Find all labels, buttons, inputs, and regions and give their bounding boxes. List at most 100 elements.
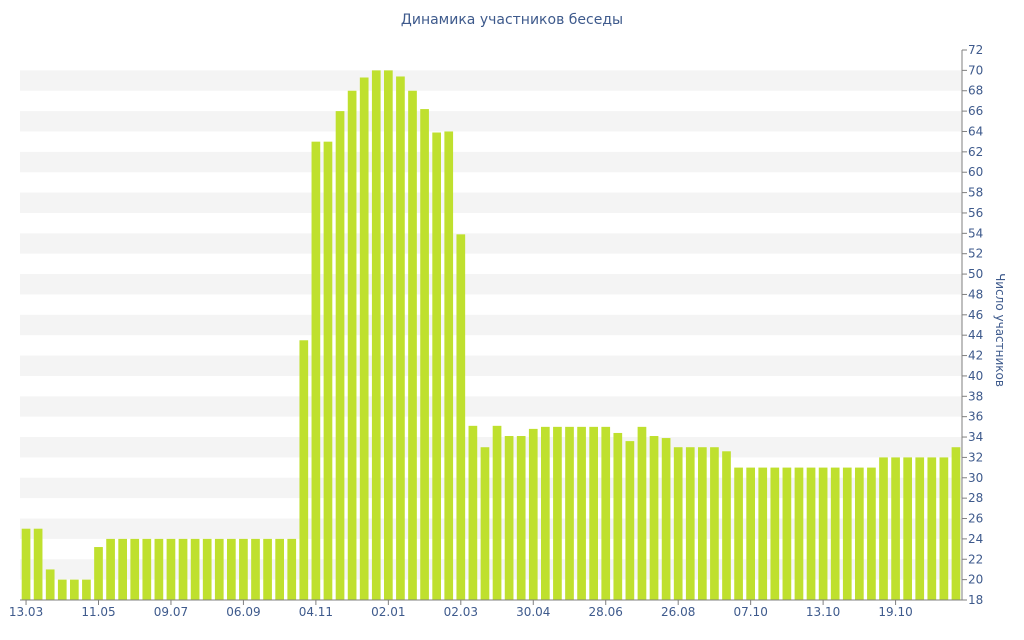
- bar: [879, 457, 888, 600]
- bar: [33, 528, 43, 600]
- bar: [673, 447, 683, 600]
- y-tick-label: 62: [968, 145, 983, 159]
- bar: [951, 447, 961, 600]
- bar: [589, 426, 599, 600]
- grid-band: [20, 151, 962, 173]
- y-tick-label: 36: [968, 410, 983, 424]
- bar: [770, 467, 780, 600]
- bar: [794, 467, 804, 600]
- y-tick-label: 32: [968, 450, 983, 464]
- bar: [565, 426, 574, 600]
- y-tick-label: 70: [968, 63, 983, 77]
- bar: [915, 457, 925, 600]
- y-tick-label: 44: [968, 328, 983, 342]
- x-tick-label: 11.05: [81, 605, 115, 619]
- bar: [540, 426, 550, 600]
- bar: [166, 538, 176, 600]
- x-tick-label: 04.11: [299, 605, 333, 619]
- x-tick-label: 09.07: [154, 605, 188, 619]
- bar: [275, 538, 285, 600]
- bar: [782, 467, 792, 600]
- bar: [263, 538, 272, 600]
- y-axis-ticks: 18 20 22 24 26 28 30 32 34 36 38 40 42 44 46 48 50 52 54 56…: [962, 43, 983, 607]
- y-tick-label: 64: [968, 124, 983, 138]
- y-tick-label: 52: [968, 247, 983, 261]
- bar: [528, 428, 538, 600]
- bar: [613, 432, 623, 600]
- bar: [854, 467, 864, 600]
- y-axis-label: Число участников: [993, 273, 1007, 387]
- bar: [142, 538, 152, 600]
- bar: [226, 538, 236, 600]
- x-tick-label: 13.03: [9, 605, 43, 619]
- bar: [710, 447, 719, 600]
- bars: [21, 70, 961, 601]
- y-tick-label: 22: [968, 552, 983, 566]
- grid-band: [20, 437, 962, 458]
- bar: [685, 447, 695, 600]
- bar: [601, 426, 611, 600]
- bar: [178, 538, 188, 600]
- bar: [722, 451, 731, 600]
- x-tick-label: 02.03: [444, 605, 478, 619]
- chart-title: Динамика участников беседы: [400, 12, 624, 28]
- bar: [311, 141, 321, 600]
- bar: [45, 569, 55, 600]
- bar: [190, 538, 200, 600]
- bar: [830, 467, 840, 600]
- bar: [577, 426, 586, 600]
- bar: [867, 467, 876, 600]
- bar: [154, 538, 164, 600]
- y-tick-label: 46: [968, 308, 983, 322]
- grid-band: [20, 111, 962, 132]
- bar: [516, 436, 526, 600]
- x-tick-label: 06.09: [226, 605, 260, 619]
- bar: [891, 457, 900, 600]
- bar: [842, 467, 852, 600]
- bar: [287, 538, 297, 600]
- x-tick-label: 28.06: [589, 605, 623, 619]
- grid-band: [20, 396, 962, 417]
- grid-bands: [20, 70, 962, 580]
- y-tick-label: 66: [968, 104, 983, 118]
- bar: [94, 547, 103, 600]
- bar: [251, 538, 260, 600]
- bar: [239, 538, 248, 600]
- bar: [420, 109, 429, 601]
- bar: [492, 425, 502, 600]
- bar: [818, 467, 828, 600]
- x-tick-label: 13.10: [806, 605, 840, 619]
- bar: [553, 426, 562, 600]
- x-tick-label: 26.08: [661, 605, 695, 619]
- bar: [202, 538, 212, 600]
- x-tick-label: 02.01: [371, 605, 405, 619]
- bar: [347, 90, 357, 601]
- bar: [432, 132, 442, 600]
- y-tick-label: 28: [968, 491, 983, 505]
- y-tick-label: 38: [968, 389, 983, 403]
- grid-band: [20, 233, 962, 254]
- bar: [214, 538, 224, 600]
- bar: [130, 538, 140, 600]
- bar: [82, 579, 91, 600]
- x-tick-label: 07.10: [733, 605, 767, 619]
- bar: [359, 77, 369, 600]
- bar: [335, 111, 345, 600]
- grid-band: [20, 70, 962, 91]
- bar: [69, 579, 79, 600]
- bar: [57, 579, 67, 600]
- y-tick-label: 60: [968, 165, 983, 179]
- y-tick-label: 24: [968, 532, 983, 546]
- bar: [118, 538, 128, 600]
- bar: [758, 467, 768, 600]
- bar: [625, 441, 635, 600]
- bar: [396, 76, 405, 600]
- bar: [408, 90, 417, 601]
- bar: [697, 447, 707, 600]
- grid-band: [20, 314, 962, 336]
- y-tick-label: 40: [968, 369, 983, 383]
- y-tick-label: 20: [968, 573, 983, 587]
- y-tick-label: 42: [968, 349, 983, 363]
- x-tick-label: 30.04: [516, 605, 550, 619]
- bar: [21, 528, 31, 600]
